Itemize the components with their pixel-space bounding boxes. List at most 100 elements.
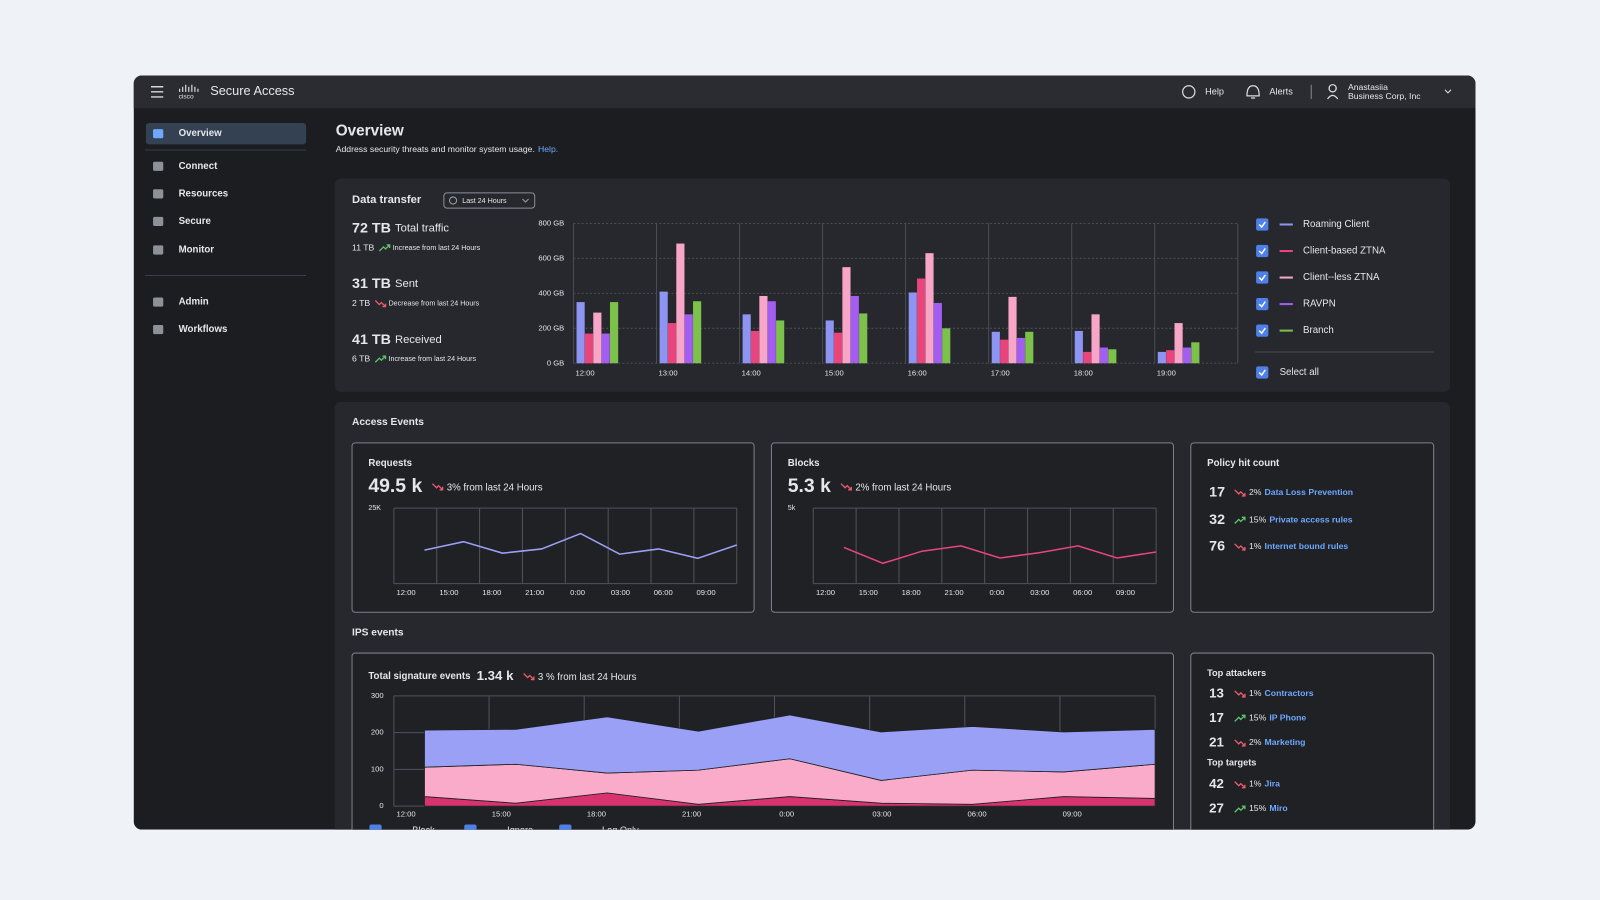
nav-item[interactable]: Overview: [179, 128, 223, 139]
row-label[interactable]: IP Phone: [1269, 713, 1306, 723]
legend-checkbox[interactable]: [464, 824, 477, 836]
stacked-area: [424, 714, 1156, 781]
row-label[interactable]: Miro: [1269, 803, 1287, 813]
row-label[interactable]: Marketing: [1265, 737, 1306, 747]
trend-arrow: [1234, 739, 1246, 747]
row-label[interactable]: Data Loss Prevention: [1265, 487, 1354, 497]
bar: [742, 314, 751, 364]
legend-checkbox[interactable]: [1256, 218, 1269, 231]
trend-arrow-head: [530, 676, 535, 681]
trend-arrow: [378, 244, 391, 252]
select-all-checkbox[interactable]: [1256, 366, 1269, 379]
row-text: 1% Contractors: [1249, 688, 1314, 698]
nav-icon: [153, 129, 164, 139]
stat-label: Sent: [395, 278, 419, 290]
stat-headline: 31 TB Sent: [352, 276, 419, 292]
row-text: 15% Miro: [1249, 803, 1288, 813]
bar: [842, 267, 851, 364]
stat-note: Increase from last 24 Hours: [389, 355, 477, 363]
cisco-bars: [178, 84, 199, 92]
user-icon[interactable]: [1327, 84, 1339, 100]
bar: [908, 292, 917, 364]
legend-checkbox[interactable]: [1256, 271, 1269, 284]
bar: [767, 301, 776, 364]
nav-item[interactable]: Monitor: [179, 245, 215, 256]
row-count: 13: [1209, 685, 1224, 700]
card-title: Data transfer: [352, 194, 422, 206]
section-title: Access Events: [352, 417, 424, 428]
bar: [693, 301, 702, 364]
x-tick-label: 13:00: [659, 368, 678, 377]
x-tick-label: 03:00: [872, 809, 891, 818]
y-tick-label: 400 GB: [538, 288, 564, 297]
bar: [1008, 296, 1017, 364]
nav-item[interactable]: Resources: [179, 188, 229, 199]
row-label[interactable]: Internet bound rules: [1265, 541, 1349, 551]
menu-button[interactable]: [151, 86, 164, 98]
row-text: 1% Jira: [1249, 779, 1280, 789]
x-tick-label: 21:00: [945, 588, 964, 597]
x-tick-label: 15:00: [492, 809, 511, 818]
subtitle-text: Address security threats and monitor sys…: [336, 144, 535, 154]
y-tick-label: 200: [371, 728, 384, 737]
legend-checkbox[interactable]: [559, 824, 572, 836]
row-label[interactable]: Jira: [1265, 779, 1281, 789]
box-value: 5.3 k: [788, 475, 831, 497]
x-tick-label: 12:00: [397, 809, 416, 818]
trend-arrow: [431, 483, 444, 491]
bar: [667, 323, 677, 364]
row-label[interactable]: Contractors: [1265, 688, 1314, 698]
legend-checkbox[interactable]: [1256, 244, 1269, 258]
x-tick-label: 12:00: [576, 368, 595, 377]
x-tick-label: 18:00: [902, 588, 921, 597]
row-label[interactable]: Private access rules: [1269, 515, 1352, 525]
legend-label: Roaming Client: [1303, 219, 1370, 230]
bar: [684, 314, 693, 364]
y-tick-label: 800 GB: [538, 218, 564, 227]
trend-arrow-head: [1241, 714, 1246, 719]
box-title: Blocks: [788, 458, 820, 469]
nav-item[interactable]: Admin: [179, 297, 209, 308]
legend-checkbox[interactable]: [369, 824, 382, 836]
bar: [1182, 347, 1192, 364]
alerts-link[interactable]: Alerts: [1269, 86, 1293, 96]
user-org: Business Corp, Inc: [1348, 91, 1421, 101]
help-link[interactable]: Help: [1205, 86, 1224, 96]
stat-change: 2 TB: [352, 298, 370, 308]
stat-label: Received: [395, 334, 442, 346]
y-tick-label: 25K: [368, 504, 381, 512]
nav-item[interactable]: Secure: [179, 216, 212, 227]
legend-checkbox[interactable]: [1256, 324, 1269, 337]
legend-label: RAVPN: [1303, 299, 1336, 310]
trend-arrow-head: [1241, 805, 1246, 810]
section-title: IPS events: [352, 627, 404, 638]
subtitle-help-link[interactable]: Help.: [538, 144, 558, 154]
user-chevron[interactable]: [1444, 89, 1452, 94]
x-tick-label: 15:00: [439, 588, 458, 597]
bar: [1099, 347, 1109, 364]
x-tick-label: 06:00: [967, 809, 986, 818]
bar: [601, 333, 610, 364]
bar: [933, 302, 942, 364]
bar: [759, 295, 768, 364]
x-tick-label: 03:00: [1030, 588, 1049, 597]
stat-change: 11 TB: [352, 242, 375, 252]
box-value: 1.34 k: [477, 668, 514, 683]
nav-item[interactable]: Connect: [179, 161, 219, 172]
page-title: Overview: [336, 123, 404, 140]
bar: [1000, 339, 1009, 364]
bar: [576, 302, 585, 364]
bar: [1091, 314, 1100, 364]
help-icon[interactable]: [1182, 85, 1196, 99]
trend-arrow: [1234, 805, 1246, 813]
nav-item[interactable]: Workflows: [179, 324, 228, 335]
bar: [917, 278, 926, 364]
range-dropdown[interactable]: [443, 192, 536, 209]
trend-arrow: [374, 300, 386, 308]
row-change: 2%: [1249, 737, 1262, 747]
bell-icon[interactable]: [1246, 85, 1260, 99]
trend-arrow: [1234, 516, 1246, 524]
trend-arrow: [1234, 489, 1246, 497]
legend-checkbox[interactable]: [1256, 297, 1269, 311]
